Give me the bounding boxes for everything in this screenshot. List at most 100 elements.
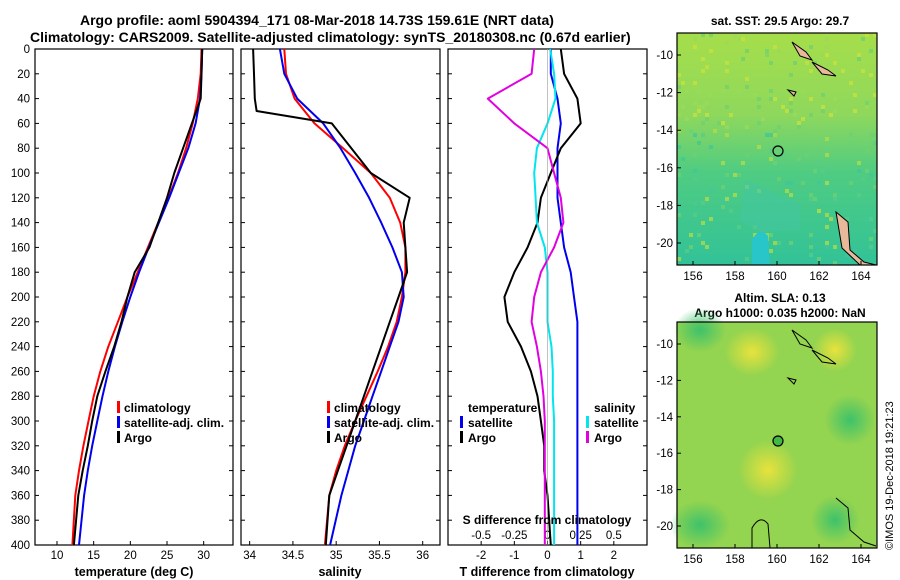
- sst-pixel: [789, 73, 793, 77]
- sst-pixel: [697, 109, 701, 113]
- series-line-temperature-satellite: [549, 49, 579, 545]
- sst-pixel: [825, 153, 829, 157]
- cold-patch-south: [752, 231, 770, 265]
- sst-pixel: [873, 133, 877, 137]
- sst-pixel: [797, 157, 801, 161]
- sst-pixel: [697, 89, 701, 93]
- sst-pixel: [805, 153, 809, 157]
- sla-high-blob: [813, 328, 857, 372]
- sst-pixel: [701, 121, 705, 125]
- legend-label-t-satellite: satellite: [468, 416, 513, 430]
- sst-pixel: [857, 193, 861, 197]
- difference-series: [486, 49, 582, 545]
- lon-tick-label: 156: [683, 554, 702, 566]
- sst-pixel: [797, 121, 801, 125]
- depth-tick-label: 360: [11, 490, 30, 502]
- sst-pixel: [677, 73, 681, 77]
- sst-pixel: [869, 173, 873, 177]
- sst-pixel: [805, 49, 809, 53]
- lon-tick-label: 156: [683, 271, 702, 283]
- lat-tick-label: -20: [656, 238, 673, 250]
- sst-pixel: [809, 253, 813, 257]
- sla-map: [670, 308, 878, 549]
- island-shape: [811, 61, 837, 77]
- sst-pixel: [693, 45, 697, 49]
- sst-pixel: [809, 145, 813, 149]
- sst-pixel: [869, 237, 873, 241]
- sst-pixel: [725, 105, 729, 109]
- sst-pixel: [785, 189, 789, 193]
- salinity-series: [252, 49, 411, 545]
- lon-tick-label: 160: [767, 554, 786, 566]
- s-difference-tick-label: 0.5: [606, 530, 622, 542]
- sla-high-blob: [738, 440, 798, 500]
- sst-pixel: [789, 81, 793, 85]
- island-outline: [751, 519, 771, 549]
- island-shape: [786, 89, 797, 97]
- lon-tick-label: 164: [851, 554, 871, 566]
- sst-pixel: [745, 85, 749, 89]
- sst-pixel: [821, 169, 825, 173]
- sst-pixel: [713, 129, 717, 133]
- cool-patch: [740, 180, 800, 232]
- sst-pixel: [701, 241, 705, 245]
- legend-swatch-satellite: [327, 416, 330, 428]
- sst-pixel: [769, 89, 773, 93]
- sst-pixel: [685, 117, 689, 121]
- sst-pixel: [825, 241, 829, 245]
- sst-pixel: [769, 61, 773, 65]
- temperature-xlabel: temperature (deg C): [75, 565, 194, 579]
- sst-pixel: [773, 133, 777, 137]
- lat-tick-label: -20: [656, 521, 673, 533]
- temperature-tick-label: 25: [161, 550, 174, 562]
- sst-pixel: [809, 193, 813, 197]
- sst-pixel: [693, 177, 697, 181]
- sst-pixel: [677, 129, 681, 133]
- sst-pixel: [709, 33, 713, 37]
- sst-pixel: [677, 77, 681, 81]
- series-line-argo: [72, 49, 204, 545]
- island-shape: [835, 210, 877, 266]
- sst-pixel: [829, 81, 833, 85]
- sst-pixel: [777, 241, 781, 245]
- sst-pixel: [865, 101, 869, 105]
- depth-tick-label: 20: [17, 69, 30, 81]
- depth-tick-label: 240: [11, 342, 30, 354]
- sst-pixel: [825, 137, 829, 141]
- sst-pixel: [725, 133, 729, 137]
- legend-title-salinity: salinity: [594, 401, 636, 415]
- lon-tick-label: 158: [725, 554, 744, 566]
- sst-pixel: [757, 121, 761, 125]
- sst-pixel: [693, 133, 697, 137]
- sla-lon-axis: 156 158 160 162 164: [683, 544, 871, 566]
- sst-pixel: [709, 189, 713, 193]
- sst-pixel: [701, 69, 705, 73]
- legend-label-argo: Argo: [124, 431, 152, 445]
- sst-pixel: [781, 105, 785, 109]
- island-outline: [811, 349, 837, 365]
- sst-pixel: [681, 157, 685, 161]
- sst-pixel: [849, 81, 853, 85]
- temperature-tick-label: 15: [87, 550, 100, 562]
- sst-pixel: [833, 261, 837, 265]
- depth-tick-label: 100: [11, 168, 30, 180]
- sst-pixel: [797, 125, 801, 129]
- depth-axis: 0 20 40 60 80 100 120 140 160 180 200 220 240 260 280 3…: [11, 44, 647, 552]
- sst-pixel: [801, 181, 805, 185]
- sst-pixel: [793, 113, 797, 117]
- sst-pixel: [849, 133, 853, 137]
- series-line-satellite-adj-clim-: [78, 49, 204, 545]
- sst-pixel: [789, 145, 793, 149]
- sst-pixel: [705, 117, 709, 121]
- sst-pixel: [721, 101, 725, 105]
- sst-pixel: [801, 89, 805, 93]
- depth-tick-label: 340: [11, 466, 30, 478]
- sst-pixel: [845, 253, 849, 257]
- lat-tick-label: -14: [656, 412, 673, 424]
- sst-pixel: [745, 77, 749, 81]
- depth-tick-label: 80: [17, 143, 30, 155]
- sst-pixel: [809, 113, 813, 117]
- sst-pixel: [705, 113, 709, 117]
- sst-pixel: [681, 105, 685, 109]
- title-line-1: Argo profile: aoml 5904394_171 08-Mar-20…: [80, 12, 554, 28]
